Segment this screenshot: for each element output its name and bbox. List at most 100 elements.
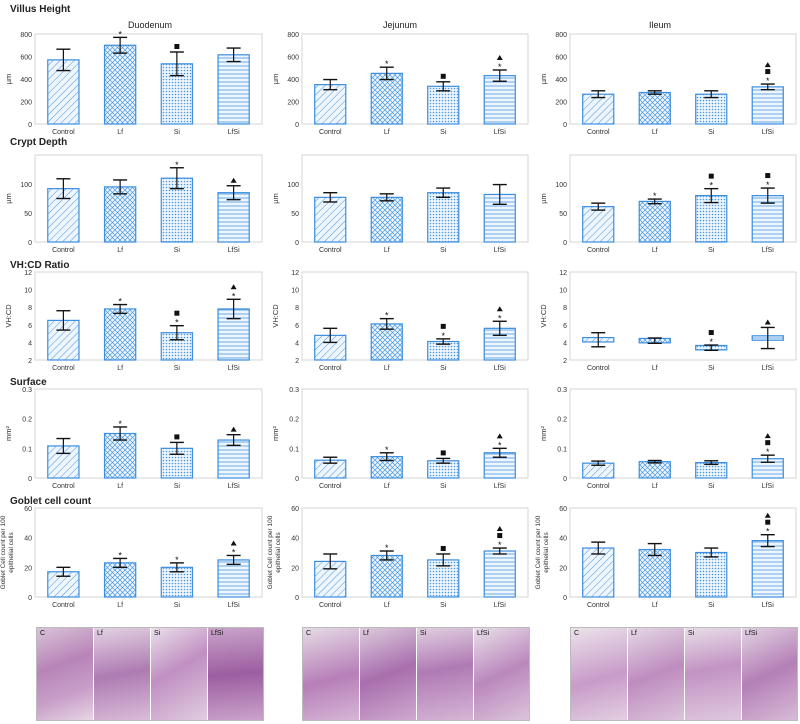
x-tick-label: Lf <box>384 129 390 136</box>
significance-star: * <box>498 313 502 323</box>
x-tick-label: Si <box>174 483 181 490</box>
significance-star: * <box>766 180 770 190</box>
significance-star: * <box>118 297 122 307</box>
significance-star: * <box>709 337 713 347</box>
x-tick-label: Si <box>440 602 447 609</box>
y-tick-label: 10 <box>559 288 567 295</box>
y-axis-label: VH:CD <box>539 304 548 328</box>
significance-square <box>765 69 771 75</box>
bar-lf <box>638 461 671 479</box>
bar-control <box>314 196 347 243</box>
x-tick-label: Control <box>587 365 610 372</box>
significance-triangle <box>496 55 503 60</box>
bar-lfsi <box>217 192 250 243</box>
x-tick-label: LfSi <box>228 247 241 254</box>
x-tick-label: Si <box>440 247 447 254</box>
y-axis-label: mm² <box>271 426 280 441</box>
y-axis-label: Goblet Cell count per 100epithelial cell… <box>267 515 282 589</box>
x-tick-label: Control <box>587 129 610 136</box>
x-tick-label: Lf <box>384 483 390 490</box>
plot-frame <box>569 507 797 598</box>
y-tick-label: 6 <box>28 323 32 330</box>
y-tick-label: 40 <box>559 536 567 543</box>
micrograph-label-lf: Lf <box>631 630 637 637</box>
y-tick-label: 800 <box>287 32 299 39</box>
micrograph-label-lfsi: LfSi <box>211 630 224 637</box>
bar-si <box>427 192 460 243</box>
bar-lf <box>638 91 671 125</box>
x-tick-label: Control <box>52 602 75 609</box>
y-tick-label: 800 <box>555 32 567 39</box>
significance-triangle <box>230 284 237 290</box>
y-tick-label: 0.3 <box>22 387 32 394</box>
micrograph-label-c: C <box>40 630 46 637</box>
y-tick-label: 100 <box>287 182 299 189</box>
significance-square <box>174 310 180 316</box>
x-tick-label: Si <box>174 602 181 609</box>
plot-frame <box>301 33 529 125</box>
micrograph-label-c: C <box>574 630 580 637</box>
y-tick-label: 0.3 <box>557 387 567 394</box>
y-tick-label: 8 <box>295 305 299 312</box>
y-axis-label: VH:CD <box>4 304 13 328</box>
bar-lfsi <box>751 540 784 598</box>
y-tick-label: 4 <box>563 340 567 347</box>
y-tick-label: 60 <box>24 506 32 513</box>
y-tick-label: 0.2 <box>557 417 567 424</box>
x-tick-label: Lf <box>384 365 390 372</box>
bar-si <box>695 93 728 125</box>
x-tick-label: LfSi <box>494 129 507 136</box>
micrograph-label-lf: Lf <box>363 630 369 637</box>
y-tick-label: 6 <box>563 323 567 330</box>
x-tick-label: LfSi <box>494 483 507 490</box>
y-tick-label: 0 <box>295 595 299 602</box>
row-title-vhcd-ratio: VH:CD Ratio <box>10 260 70 271</box>
significance-triangle <box>764 62 771 68</box>
y-axis-label: µm <box>4 74 13 85</box>
y-axis-label: mm² <box>539 426 548 441</box>
y-axis-label: µm <box>539 74 548 85</box>
micrograph-label-c: C <box>306 630 312 637</box>
plot-frame <box>34 507 263 598</box>
bar-si <box>695 551 728 598</box>
y-tick-label: 0 <box>295 476 299 483</box>
x-tick-label: LfSi <box>762 247 775 254</box>
bar-control <box>314 84 347 125</box>
significance-star: * <box>118 419 122 429</box>
x-tick-label: Si <box>708 247 715 254</box>
micrograph-label-lf: Lf <box>97 630 103 637</box>
significance-star: * <box>175 318 179 328</box>
x-tick-label: Control <box>52 365 75 372</box>
y-tick-label: 12 <box>24 270 32 277</box>
significance-star: * <box>498 540 502 550</box>
y-tick-label: 8 <box>563 305 567 312</box>
row-title-crypt-depth: Crypt Depth <box>10 137 68 148</box>
y-tick-label: 0 <box>563 476 567 483</box>
x-tick-label: Lf <box>117 129 123 136</box>
y-tick-label: 0 <box>295 122 299 129</box>
y-tick-label: 60 <box>291 506 299 513</box>
y-tick-label: 200 <box>20 100 32 107</box>
x-tick-label: Si <box>174 129 181 136</box>
x-tick-label: LfSi <box>228 602 241 609</box>
bar-lf <box>370 554 403 598</box>
y-tick-label: 20 <box>559 565 567 572</box>
x-tick-label: Lf <box>117 247 123 254</box>
column-title-ileum: Ileum <box>648 20 671 30</box>
y-tick-label: 10 <box>24 288 32 295</box>
significance-square <box>497 533 503 539</box>
micrograph-panel-duodenum: C Lf Si LfSi <box>36 627 264 721</box>
significance-triangle <box>764 512 771 518</box>
plot-frame <box>569 154 797 243</box>
bar-control <box>582 547 615 598</box>
significance-square <box>765 440 771 446</box>
bar-control <box>582 93 615 125</box>
y-tick-label: 200 <box>287 100 299 107</box>
x-tick-label: Control <box>587 483 610 490</box>
significance-star: * <box>498 440 502 450</box>
significance-square <box>765 173 771 179</box>
x-tick-label: Control <box>319 602 342 609</box>
x-tick-label: Lf <box>384 602 390 609</box>
significance-triangle <box>230 177 237 183</box>
y-tick-label: 8 <box>28 305 32 312</box>
